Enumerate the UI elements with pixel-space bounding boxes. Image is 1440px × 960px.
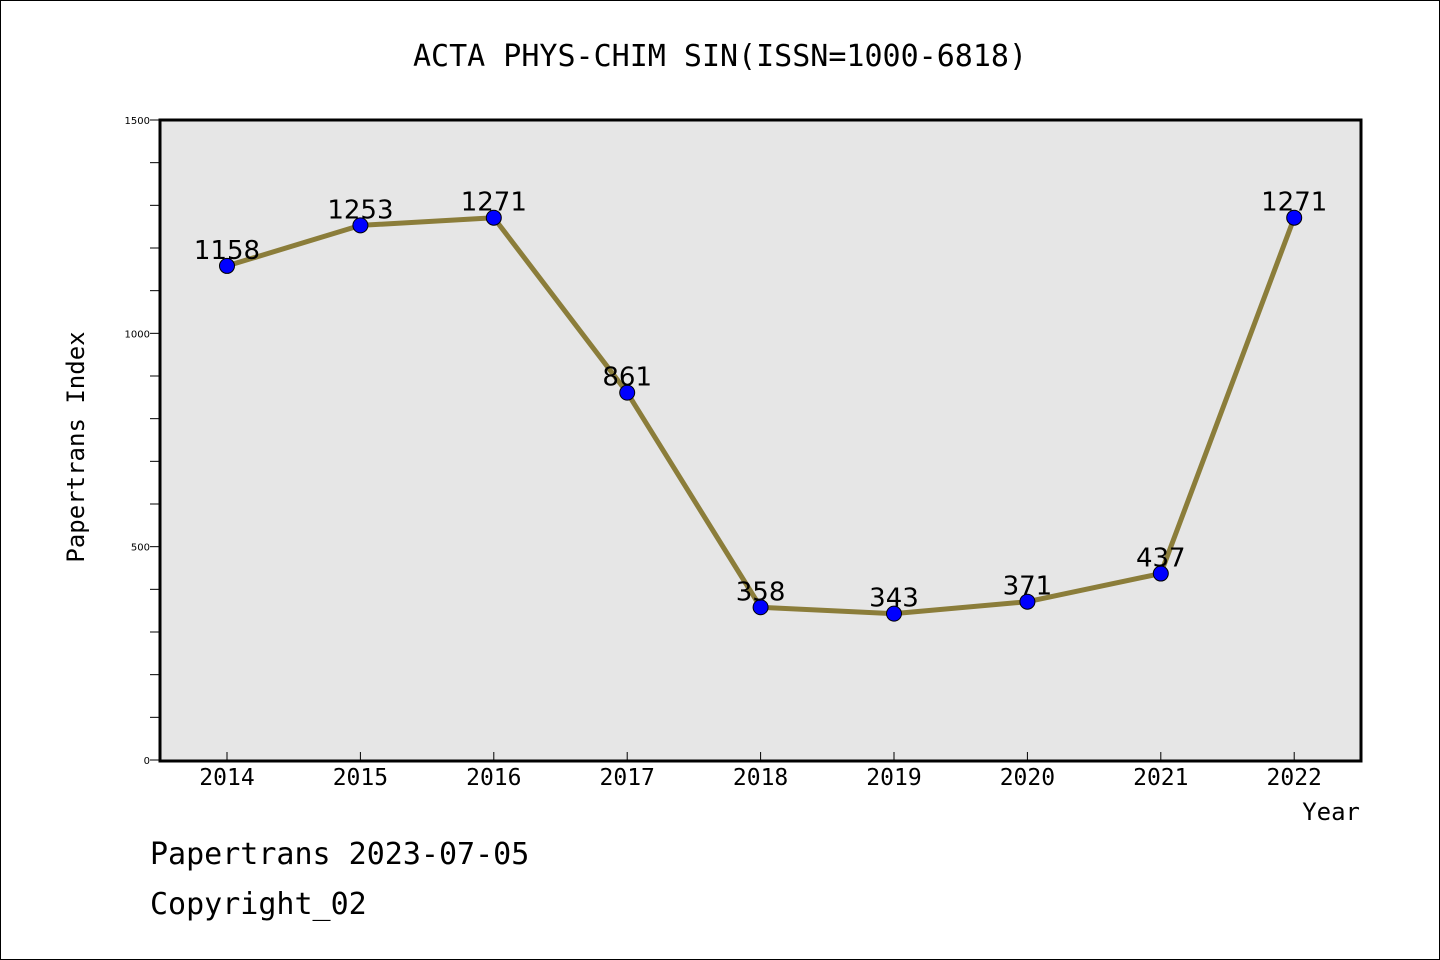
data-label: 1253 <box>327 195 393 225</box>
data-point <box>352 217 369 234</box>
data-point <box>752 599 769 616</box>
x-tick-label: 2018 <box>733 765 788 791</box>
data-point <box>485 209 502 226</box>
y-axis-label: Papertrans Index <box>62 331 90 562</box>
y-tick-label: 1000 <box>125 329 150 340</box>
footer-date: Papertrans 2023-07-05 <box>150 837 529 872</box>
footer-copyright: Copyright_02 <box>150 887 367 922</box>
data-label: 861 <box>602 363 652 393</box>
x-tick-label: 2015 <box>333 765 388 791</box>
data-point <box>1286 209 1303 226</box>
data-label: 371 <box>1003 572 1053 602</box>
x-tick-label: 2016 <box>466 765 521 791</box>
data-labels-group: 1158 1253 1271 861 358 343 371 437 1271 <box>194 188 1327 614</box>
x-tick-label: 2017 <box>600 765 655 791</box>
data-point <box>1019 593 1036 610</box>
data-point <box>1152 565 1169 582</box>
y-tick-label: 500 <box>131 543 150 554</box>
data-point <box>219 257 235 274</box>
data-label: 1158 <box>194 236 260 266</box>
chart-title: ACTA PHYS-CHIM SIN(ISSN=1000-6818) <box>413 39 1027 74</box>
data-label: 358 <box>736 577 786 607</box>
y-tick-label: 1500 <box>125 116 150 127</box>
series-points-group <box>219 209 1303 622</box>
data-point <box>619 384 636 401</box>
y-tick-label: 0 <box>144 756 150 767</box>
x-tick-label: 2020 <box>1000 765 1055 791</box>
data-label: 1271 <box>1261 188 1327 218</box>
x-tick-label: 2022 <box>1267 765 1322 791</box>
x-axis-label: Year <box>1302 798 1360 826</box>
data-point <box>886 605 902 622</box>
x-tick-label: 2019 <box>866 765 921 791</box>
data-label: 437 <box>1136 544 1186 574</box>
x-axis: 2014 2015 2016 2017 2018 2019 2020 2021 2022 <box>199 752 1322 791</box>
data-label: 1271 <box>461 188 527 218</box>
x-tick-label: 2021 <box>1133 765 1188 791</box>
y-axis: 0 500 1000 1500 <box>125 116 160 767</box>
x-tick-label: 2014 <box>199 765 254 791</box>
data-label: 343 <box>869 584 919 614</box>
